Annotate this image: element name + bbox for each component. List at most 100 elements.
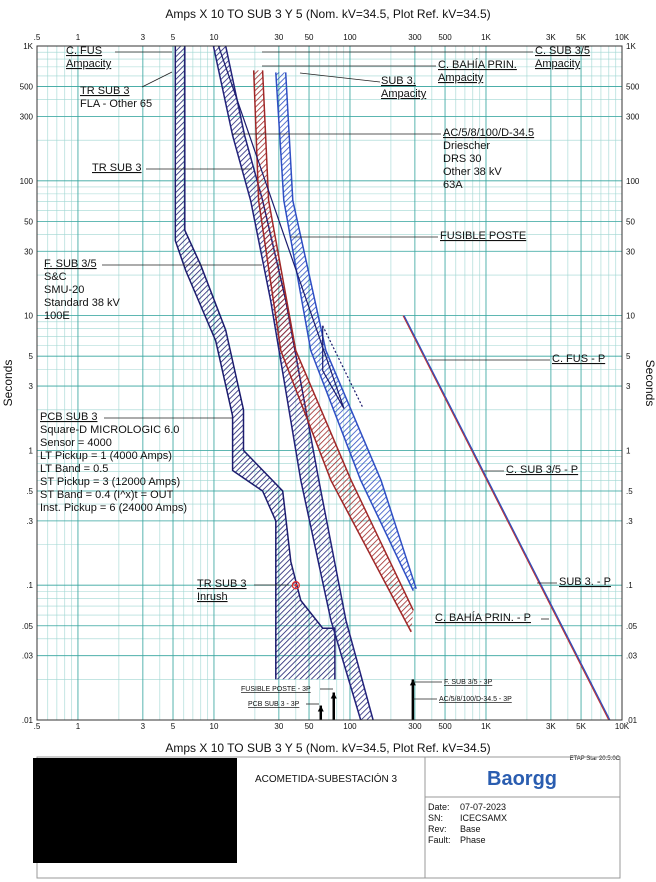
annotation: C. FUS - P	[552, 353, 605, 365]
leader-line	[299, 72, 381, 83]
inrush-dot	[294, 583, 298, 587]
y-tick-label: 50	[626, 217, 635, 226]
y-tick-label: .1	[26, 581, 33, 590]
project-name: ACOMETIDA-SUBESTACIÓN 3	[255, 772, 397, 785]
x-tick-label: 3	[141, 33, 146, 42]
annotation: Inrush	[197, 591, 228, 603]
x-tick-label: 100	[343, 722, 357, 731]
curve-line	[322, 325, 345, 409]
plot-frame	[36, 45, 623, 721]
plot	[174, 45, 611, 721]
band-fill	[253, 70, 414, 632]
annotation: C. SUB 3/5 - P	[506, 464, 578, 476]
x-tick-label: 5	[171, 33, 176, 42]
y-tick-label: 1K	[23, 42, 33, 51]
annotation: C. FUS	[66, 45, 102, 57]
x-tick-label: 50	[305, 722, 314, 731]
x-tick-label: 300	[408, 722, 422, 731]
field-label: SN:	[428, 813, 443, 823]
x-tick-label: 500	[438, 722, 452, 731]
x-tick-label: 10	[210, 722, 219, 731]
y-axis-label-right: Seconds	[643, 360, 656, 407]
annotation: C. BAHÍA PRIN.	[438, 58, 517, 71]
y-tick-label: 500	[626, 83, 640, 92]
fault-arrow	[409, 679, 416, 686]
annotation: AC/5/8/100/D-34.5 - 3P	[439, 696, 512, 703]
x-tick-label: 1K	[481, 33, 491, 42]
annotation: Other 38 kV	[443, 166, 502, 178]
title-block: ACOMETIDA-SUBESTACIÓN 3 Baorgg	[33, 756, 621, 879]
y-tick-label: 1	[29, 446, 34, 455]
y-tick-label: 50	[24, 217, 33, 226]
annotation: C. BAHÍA PRIN. - P	[435, 611, 531, 624]
y-tick-label: .01	[22, 716, 34, 725]
x-tick-label: .5	[34, 33, 41, 42]
curve-line	[403, 315, 611, 721]
y-tick-label: 10	[626, 312, 635, 321]
annotation: DRS 30	[443, 153, 482, 165]
annotation: F. SUB 3/5 - 3P	[444, 679, 493, 686]
y-tick-label: 100	[626, 177, 640, 186]
annotation: SUB 3.	[381, 75, 416, 87]
x-tick-label: 100	[343, 33, 357, 42]
x-tick-label: 5K	[576, 722, 586, 731]
annotation: FUSIBLE POSTE	[440, 230, 526, 242]
software-label: ETAP Star 20.5.0C	[570, 756, 621, 762]
annotation: LT Pickup = 1 (4000 Amps)	[40, 450, 172, 462]
annotation: Sensor = 4000	[40, 437, 112, 449]
annotation: Square-D MICROLOGIC 6.0	[40, 424, 179, 436]
y-tick-label: 100	[20, 177, 34, 186]
curve-upper	[261, 70, 414, 611]
fault-arrow	[317, 705, 324, 712]
curve-lower	[174, 46, 277, 680]
y-tick-label: 3	[626, 382, 631, 391]
x-tick-label: 10K	[615, 33, 630, 42]
curve-lower	[212, 45, 362, 721]
y-tick-label: 10	[24, 312, 33, 321]
annotation: SUB 3. - P	[559, 576, 611, 588]
field-value: 07-07-2023	[460, 802, 506, 812]
x-tick-label: 1K	[481, 722, 491, 731]
y-tick-label: .5	[626, 487, 633, 496]
y-tick-label: 1	[626, 446, 631, 455]
annotation: F. SUB 3/5	[44, 258, 97, 270]
curve-line	[402, 315, 610, 721]
fault-arrow	[330, 692, 337, 699]
annotation: FLA - Other 65	[80, 98, 152, 110]
curve-line	[322, 325, 364, 409]
annotation: 63A	[443, 179, 463, 191]
field-value: Base	[460, 824, 481, 834]
y-tick-label: 3	[29, 382, 34, 391]
field-label: Rev:	[428, 824, 447, 834]
annotation: TR SUB 3	[92, 162, 142, 174]
annotation: Driescher	[443, 140, 490, 152]
annotation: C. SUB 3/5	[535, 45, 590, 57]
annotation: Ampacity	[381, 88, 427, 100]
x-tick-label: 3K	[546, 33, 556, 42]
annotation: PCB SUB 3	[40, 411, 97, 423]
inrush-point	[291, 581, 300, 590]
annotation: FUSIBLE POSTE - 3P	[241, 686, 311, 693]
annotation: ST Pickup = 3 (12000 Amps)	[40, 476, 180, 488]
annotation: Standard 38 kV	[44, 297, 120, 309]
redacted-area	[33, 758, 237, 863]
x-tick-label: 30	[274, 33, 283, 42]
annotation: LT Band = 0.5	[40, 463, 108, 475]
field-label: Date:	[428, 802, 450, 812]
x-tick-label: 10	[210, 33, 219, 42]
y-tick-label: 1K	[626, 42, 636, 51]
annotation: Ampacity	[438, 72, 484, 84]
annotation: Inst. Pickup = 6 (24000 Amps)	[40, 502, 187, 514]
y-tick-label: 300	[20, 112, 34, 121]
x-tick-label: 500	[438, 33, 452, 42]
y-tick-label: 5	[626, 352, 631, 361]
y-tick-label: 30	[24, 247, 33, 256]
x-tick-label: 3K	[546, 722, 556, 731]
leader-line	[141, 71, 173, 88]
x-tick-label: 1	[76, 33, 81, 42]
logo: Baorgg	[487, 768, 557, 790]
y-axis-label: Seconds	[1, 360, 15, 407]
curve-lower	[275, 72, 414, 592]
chart-title: Amps X 10 TO SUB 3 Y 5 (Nom. kV=34.5, Pl…	[165, 7, 490, 21]
